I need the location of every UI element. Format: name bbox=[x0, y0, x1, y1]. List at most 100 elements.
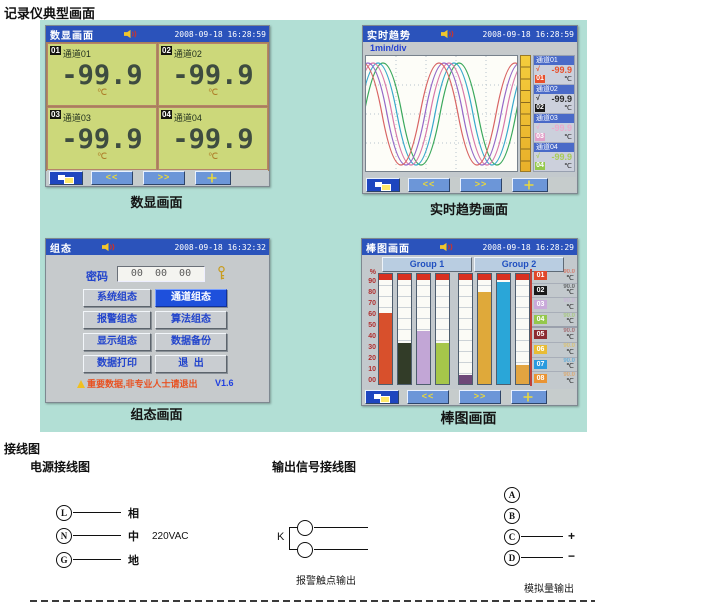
terminal-L: L bbox=[56, 505, 72, 521]
move-button[interactable] bbox=[195, 171, 231, 185]
channel-value: 90.0 bbox=[563, 298, 575, 305]
channel-cell: 03 通道03 -99.9 ℃ bbox=[47, 107, 157, 170]
config-button-channel[interactable]: 通道组态 bbox=[155, 289, 227, 307]
alarm-bell-icon bbox=[124, 29, 137, 39]
terminal-A: A bbox=[504, 487, 520, 503]
channel-unit: ℃ bbox=[566, 303, 574, 311]
alarm-cap bbox=[436, 274, 449, 280]
channel-unit: ℃ bbox=[566, 318, 574, 326]
y-tick: 10 bbox=[368, 366, 376, 373]
bar-tube bbox=[435, 273, 450, 385]
channel-value: 90.0 bbox=[563, 283, 575, 290]
bar-channel-row: 04 90.0 ℃ bbox=[532, 313, 577, 329]
channel-unit: ℃ bbox=[564, 163, 572, 170]
prev-button[interactable]: << bbox=[407, 390, 449, 404]
move-button[interactable] bbox=[511, 390, 547, 404]
page-switch-button[interactable] bbox=[366, 178, 400, 192]
config-button-backup[interactable]: 数据备份 bbox=[155, 333, 227, 351]
warning-text: 重要数据,非专业人士请退出 bbox=[77, 377, 198, 390]
channel-name: 通道04 bbox=[173, 113, 202, 123]
channel-tag: 03 bbox=[535, 133, 545, 141]
time-per-div-label: 1min/div bbox=[370, 43, 407, 53]
next-button[interactable]: >> bbox=[143, 171, 185, 185]
group-2-button[interactable]: Group 2 bbox=[474, 257, 564, 272]
prev-button[interactable]: << bbox=[408, 178, 450, 192]
next-button[interactable]: >> bbox=[459, 390, 501, 404]
channel-unit: ℃ bbox=[566, 289, 574, 297]
move-cross-icon bbox=[523, 392, 533, 402]
wire-line bbox=[314, 527, 368, 529]
config-button-display[interactable]: 显示组态 bbox=[83, 333, 151, 351]
screen-toolbar: << >> bbox=[47, 170, 268, 185]
page-switch-button[interactable] bbox=[365, 390, 399, 404]
bar-tube bbox=[416, 273, 431, 385]
password-input[interactable]: 00 00 00 bbox=[117, 266, 205, 282]
screen-toolbar: << >> bbox=[364, 177, 576, 192]
channel-unit: ℃ bbox=[566, 333, 574, 341]
bar-tubes-area bbox=[378, 273, 530, 385]
next-button[interactable]: >> bbox=[460, 178, 502, 192]
wire-line bbox=[73, 512, 121, 514]
bar-channel-row: 08 90.0 ℃ bbox=[532, 372, 577, 386]
config-button-system[interactable]: 系统组态 bbox=[83, 289, 151, 307]
screen-caption: 组态画面 bbox=[130, 407, 183, 422]
channel-tag: 06 bbox=[534, 344, 547, 354]
channel-name: 通道02 bbox=[173, 49, 202, 59]
terminal-D: D bbox=[504, 550, 520, 566]
channel-tag: 05 bbox=[534, 330, 547, 340]
channel-unit: ℃ bbox=[566, 363, 574, 371]
channel-name: 通道04 bbox=[534, 143, 574, 152]
switch-bracket bbox=[289, 527, 291, 550]
y-tick: 00 bbox=[368, 377, 376, 384]
channel-tag: 03 bbox=[534, 300, 547, 310]
channel-value: 90.0 bbox=[563, 357, 575, 364]
page-switch-button[interactable] bbox=[49, 171, 83, 185]
y-tick: 20 bbox=[368, 355, 376, 362]
prev-button[interactable]: << bbox=[91, 171, 133, 185]
channel-tag: 01 bbox=[50, 46, 61, 55]
channel-value: √ -99.9 bbox=[536, 65, 572, 75]
config-button-alarm[interactable]: 报警组态 bbox=[83, 311, 151, 329]
channel-tag: 02 bbox=[534, 285, 547, 295]
y-tick: 70 bbox=[368, 300, 376, 307]
channel-value: √ -99.9 bbox=[536, 94, 572, 104]
config-button-exit[interactable]: 退 出 bbox=[155, 355, 227, 373]
move-button[interactable] bbox=[512, 178, 548, 192]
channel-cell: 02 通道02 -99.9 ℃ bbox=[158, 43, 268, 106]
channel-unit: ℃ bbox=[564, 76, 572, 83]
channel-value: -99.9 bbox=[61, 124, 143, 155]
channel-tag: 04 bbox=[535, 162, 545, 170]
analog-output-caption: 模拟量输出 bbox=[524, 584, 574, 595]
wire-line bbox=[521, 557, 563, 559]
channel-value: 90.0 bbox=[563, 312, 575, 319]
channel-name: 通道02 bbox=[534, 85, 574, 94]
wire-line bbox=[73, 535, 121, 537]
screen-header: 组态 2008-09-18 16:32:32 bbox=[46, 239, 269, 255]
channel-cell: 04 通道04 -99.9 ℃ bbox=[158, 107, 268, 170]
channel-tag: 08 bbox=[534, 374, 547, 384]
y-tick: 30 bbox=[368, 344, 376, 351]
alarm-cap bbox=[459, 274, 472, 280]
config-button-algorithm[interactable]: 算法组态 bbox=[155, 311, 227, 329]
group-1-button[interactable]: Group 1 bbox=[382, 257, 472, 272]
lcd-grid: 01 通道01 -99.9 ℃ 02 通道02 -99.9 ℃ 03 通道03 -99… bbox=[46, 42, 269, 171]
config-button-print[interactable]: 数据打印 bbox=[83, 355, 151, 373]
status-mark: √ bbox=[536, 66, 540, 73]
screen-caption: 棒图画面 bbox=[440, 410, 497, 426]
bar-fill bbox=[379, 312, 392, 384]
warning-triangle-icon bbox=[77, 380, 85, 388]
bar-channel-row: 07 90.0 ℃ bbox=[532, 358, 577, 373]
trend-curves bbox=[343, 56, 555, 171]
bar-channel-row: 05 90.0 ℃ bbox=[532, 328, 577, 343]
status-mark: √ bbox=[536, 153, 540, 160]
channel-value: 90.0 bbox=[563, 342, 575, 349]
y-tick: 40 bbox=[368, 333, 376, 340]
trend-channel-block: 通道03 √ -99.9 03 ℃ bbox=[534, 114, 574, 143]
page-icon bbox=[380, 396, 390, 403]
y-tick: 50 bbox=[368, 322, 376, 329]
channel-value: √ -99.9 bbox=[536, 123, 572, 133]
channel-name: 通道01 bbox=[534, 56, 574, 65]
channel-tag: 04 bbox=[161, 110, 172, 119]
screen-timestamp: 2008-09-18 16:28:29 bbox=[482, 242, 574, 252]
channel-unit: ℃ bbox=[566, 377, 574, 385]
